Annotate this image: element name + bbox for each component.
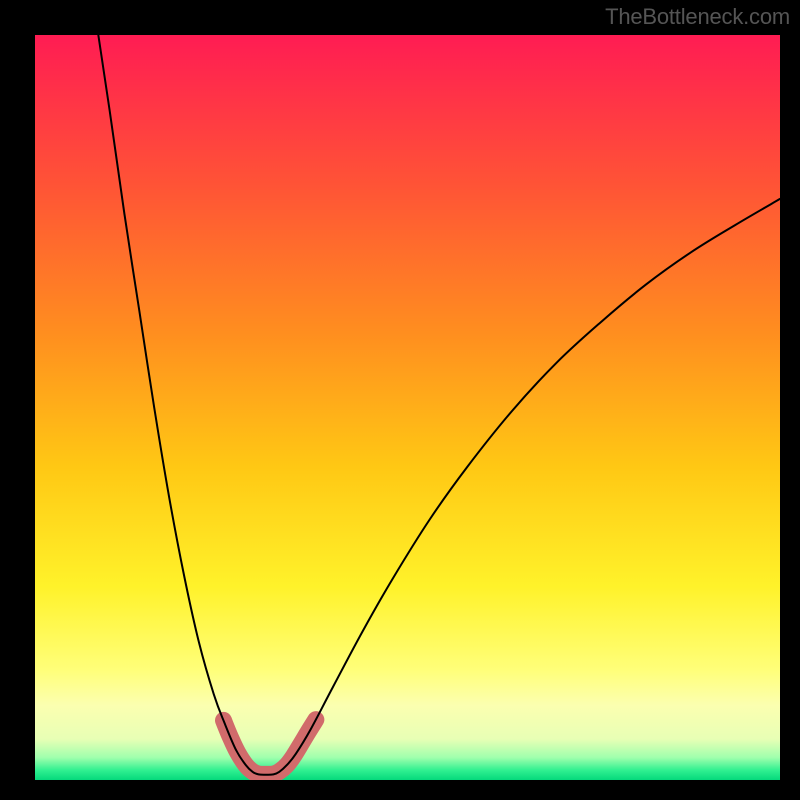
- chart-frame: TheBottleneck.com: [0, 0, 800, 800]
- bottleneck-chart: [35, 35, 780, 780]
- gradient-background: [35, 35, 780, 780]
- watermark-label: TheBottleneck.com: [605, 4, 790, 30]
